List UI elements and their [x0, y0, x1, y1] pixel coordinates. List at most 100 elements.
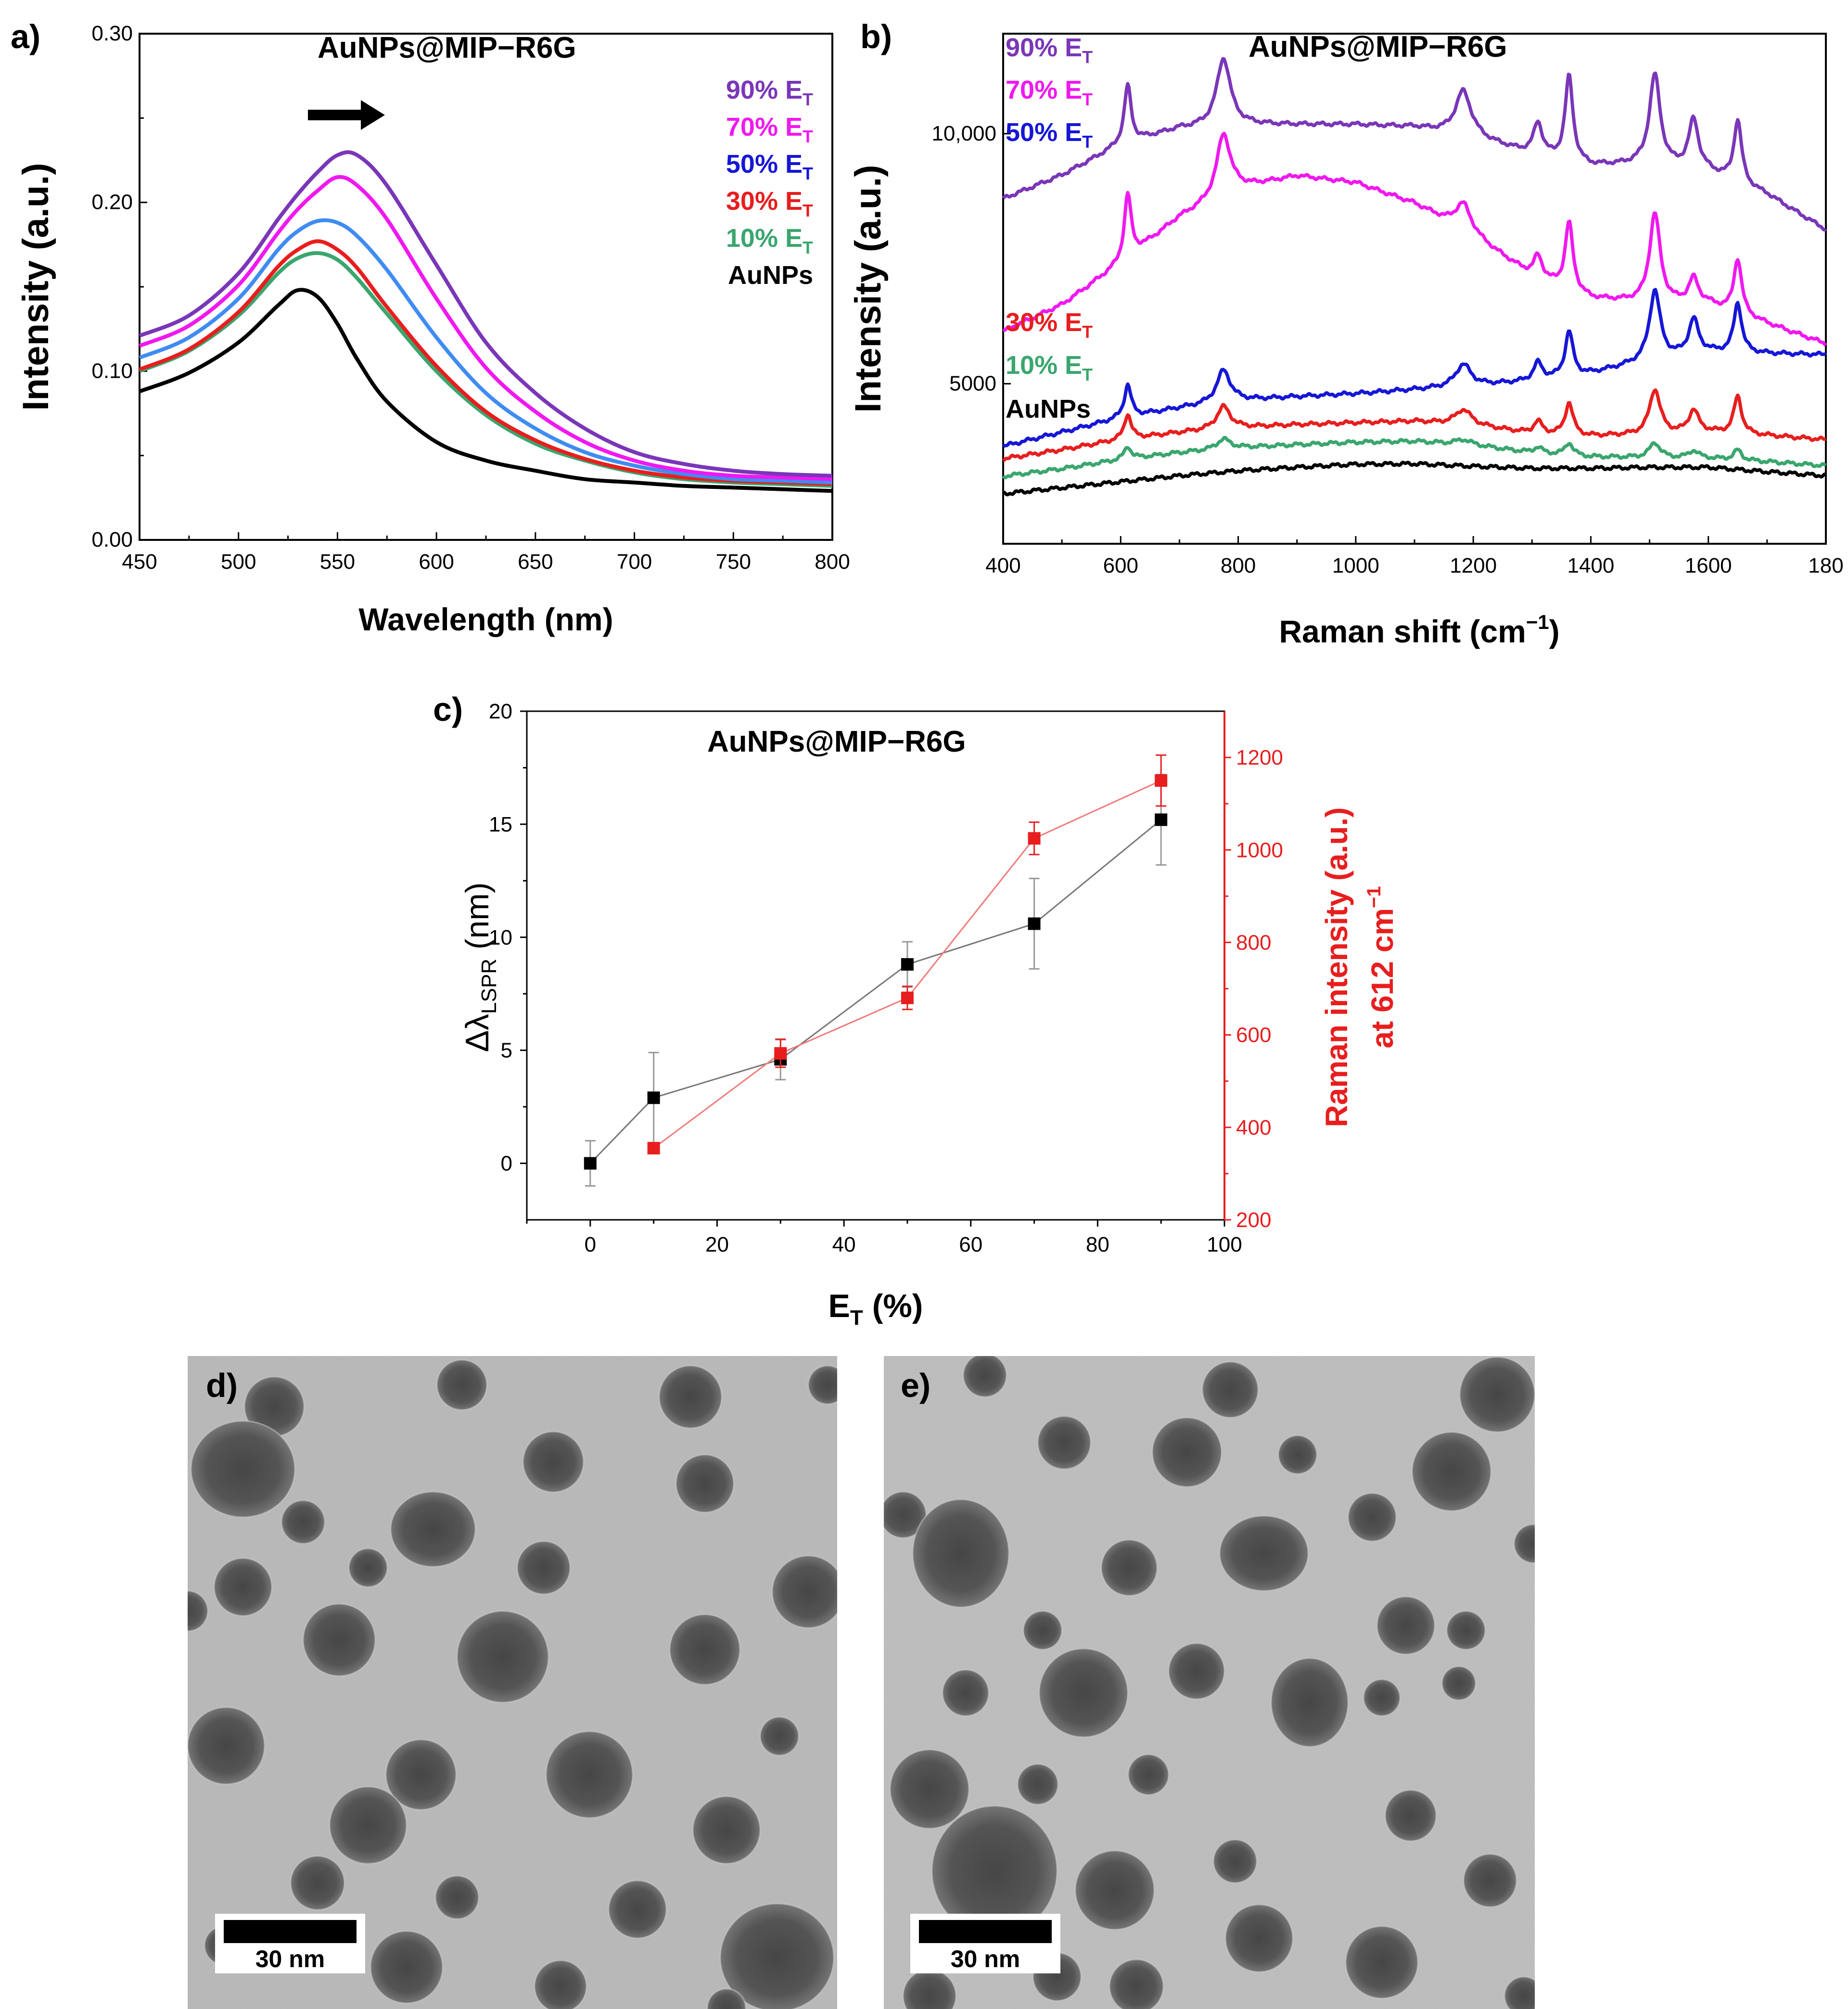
panel-c: c) 0 20 40 60 80 1000510152020040060080010001…: [433, 691, 1400, 1330]
panel-a-legend-item: AuNPs: [728, 261, 813, 290]
panel-c-point-raman_612: [1028, 832, 1041, 845]
panel-b-spectrum-10-et: [1002, 435, 1827, 480]
panel-b-xtick-label: 1000: [1332, 554, 1379, 577]
panel-c-point-raman_612: [901, 991, 914, 1004]
panel-b: b) 400 600 800 1000 1200 1400 1600 180 5000 10,00…: [848, 18, 1844, 649]
panel-c-ytick-label: 15: [489, 813, 512, 836]
panel-b-xlabel-end: ): [1549, 614, 1560, 649]
panel-a-curve-30-et: [139, 239, 833, 486]
panel-e-grain: [884, 1356, 1535, 2009]
panel-c-xtick-label: 100: [1207, 1233, 1242, 1256]
panel-a-xtick-label: 750: [716, 550, 751, 574]
panel-c-xlabel: ET (%): [828, 1288, 923, 1330]
panel-c-xlabel-main: E: [828, 1288, 850, 1324]
panel-c-point-raman_612: [1155, 774, 1168, 787]
panel-c-xlabel-end: (%): [863, 1288, 923, 1324]
panel-b-xtick-label: 1400: [1567, 554, 1614, 577]
panel-b-spectrum-90-et: [1002, 57, 1827, 232]
panel-d-scalebar: [224, 1920, 357, 1943]
panel-c-point-delta_lambda_LSPR: [1155, 813, 1168, 826]
panel-b-label: b): [860, 18, 892, 55]
panel-a-ylabel: Intensity (a.u.): [15, 163, 56, 410]
panel-a-xlabel: Wavelength (nm): [358, 601, 613, 637]
panel-b-ylabel: Intensity (a.u.): [848, 165, 889, 412]
panel-a-xtick-label: 800: [815, 550, 850, 574]
panel-b-ytick-label: 5000: [949, 371, 996, 395]
panel-c-y2label-line2-sup: −1: [1364, 886, 1385, 908]
shift-right-arrow: [308, 100, 385, 130]
panel-a-legend-item: 90% ET: [726, 76, 813, 109]
panel-a-ytick-label: 0.00: [91, 528, 133, 551]
panel-c-y2label-line2-main: at 612 cm: [1365, 908, 1400, 1049]
panel-d-label: d): [206, 1367, 238, 1404]
panel-a: a) 450 500 550 600 650 700 750 800 0.00 0.10 0.20 0…: [11, 18, 850, 637]
panel-b-legend-item: 10% ET: [1006, 351, 1093, 384]
panel-b-xtick-label: 400: [985, 554, 1020, 577]
panel-b-spectrum-70-et: [1002, 131, 1827, 347]
panel-a-legend-item: 50% ET: [726, 150, 813, 183]
panel-a-legend: 90% ET 70% ET 50% ET 30% ET 10% ET AuNPs: [726, 76, 813, 290]
panel-b-curves: [1002, 57, 1827, 497]
panel-a-curve-aunps: [139, 288, 833, 493]
panel-b-title: AuNPs@MIP−R6G: [1249, 30, 1507, 64]
panel-b-legend-item: 70% ET: [1006, 76, 1093, 109]
panel-c-point-raman_612: [647, 1142, 660, 1155]
panel-c-ytick-label: 10: [489, 926, 512, 949]
panel-c-series: [584, 754, 1168, 1187]
panel-b-legend-item: 90% ET: [1006, 33, 1093, 67]
panel-c-line-delta_lambda_LSPR: [589, 819, 1162, 1164]
panel-a-curve-50-et: [139, 218, 833, 485]
panel-b-spectrum-30-et: [1002, 388, 1827, 462]
panel-c-point-delta_lambda_LSPR: [647, 1091, 660, 1104]
panel-b-legend-item: 50% ET: [1006, 118, 1093, 152]
panel-e-viewport: [884, 1356, 1535, 2009]
panel-d-grain: [188, 1356, 837, 2009]
panel-c-label: c): [433, 691, 463, 728]
panel-c-y2label-line2: at 612 cm−1: [1364, 886, 1400, 1048]
panel-e-tem-image: e) 30 nm: [884, 1356, 1535, 2009]
panel-b-xlabel-sup: −1: [1526, 611, 1549, 633]
panel-c-point-delta_lambda_LSPR: [901, 958, 914, 971]
panel-b-spectrum-aunps: [1002, 461, 1827, 497]
panel-a-xtick-label: 500: [221, 550, 256, 574]
panel-b-xtick-label: 600: [1103, 554, 1138, 577]
panel-c-point-delta_lambda_LSPR: [584, 1157, 597, 1170]
panel-c-y2tick-label: 800: [1236, 931, 1271, 954]
panel-c-title: AuNPs@MIP−R6G: [707, 725, 966, 758]
panel-b-xtick-label: 800: [1221, 554, 1256, 577]
panel-a-ytick-label: 0.30: [91, 22, 133, 45]
panel-c-y2tick-label: 1200: [1236, 746, 1283, 769]
panel-c-y2label-line1: Raman intensity (a.u.): [1319, 807, 1354, 1127]
panel-a-curve-90-et: [139, 150, 833, 478]
panel-a-legend-item: 70% ET: [726, 113, 813, 146]
panel-c-point-delta_lambda_LSPR: [1028, 917, 1041, 930]
panel-b-spectrum-50-et: [1002, 288, 1827, 448]
panel-e-label: e): [901, 1367, 930, 1404]
panel-a-xtick-label: 550: [320, 550, 355, 574]
panel-c-y2tick-label: 1000: [1236, 838, 1283, 862]
panel-c-y2tick-label: 600: [1236, 1024, 1271, 1047]
panel-c-ylabel-sub: LSPR: [477, 959, 501, 1014]
panel-c-point-raman_612: [774, 1047, 787, 1060]
panel-c-ylabel: ΔλLSPR (nm): [459, 882, 501, 1052]
panel-c-ylabel-main: Δλ: [459, 1014, 496, 1052]
panel-a-xtick-label: 700: [617, 550, 652, 574]
panel-a-xtick-label: 600: [419, 550, 454, 574]
panel-c-y2tick-label: 200: [1236, 1208, 1271, 1232]
panel-b-legend: 90% ET 70% ET 50% ET 30% ET 10% ET AuNPs: [1006, 33, 1093, 423]
panel-a-label: a): [11, 18, 40, 55]
panel-c-ylabel-end: (nm): [459, 882, 496, 959]
panel-b-xtick-label: 180: [1808, 554, 1843, 577]
panel-e-scalebar: [919, 1920, 1052, 1943]
panel-c-xtick-label: 60: [959, 1233, 982, 1256]
panel-a-legend-item: 10% ET: [726, 224, 813, 257]
panel-c-xtick-label: 20: [705, 1233, 729, 1256]
panel-c-xtick-label: 0: [585, 1233, 596, 1256]
panel-b-xtick-label: 1600: [1685, 554, 1732, 577]
panel-d-viewport: [188, 1356, 837, 2009]
panel-d-tem-image: d) 30 nm: [188, 1356, 837, 2009]
panel-d-scale-label: 30 nm: [255, 1945, 325, 1972]
panel-c-xtick-label: 40: [832, 1233, 856, 1256]
